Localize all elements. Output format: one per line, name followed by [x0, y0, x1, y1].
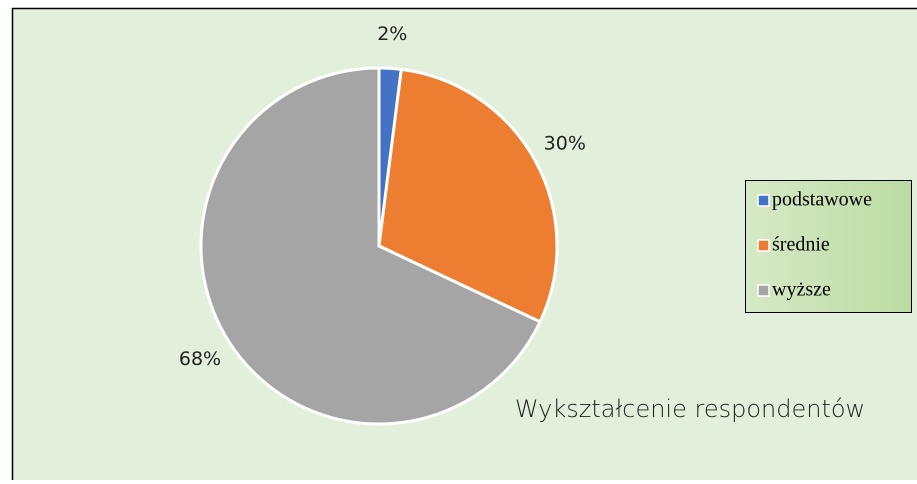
data-label: 68% [179, 348, 221, 370]
legend-label: wyższe [772, 279, 831, 301]
legend-swatch [758, 195, 769, 206]
data-label: 2% [377, 23, 407, 45]
chart-title: Wykształcenie respondentów [515, 395, 865, 423]
data-label: 30% [544, 132, 586, 154]
legend-label: podstawowe [772, 189, 872, 211]
legend-swatch [758, 240, 769, 251]
legend-swatch [758, 285, 769, 296]
legend-label: średnie [772, 234, 830, 256]
